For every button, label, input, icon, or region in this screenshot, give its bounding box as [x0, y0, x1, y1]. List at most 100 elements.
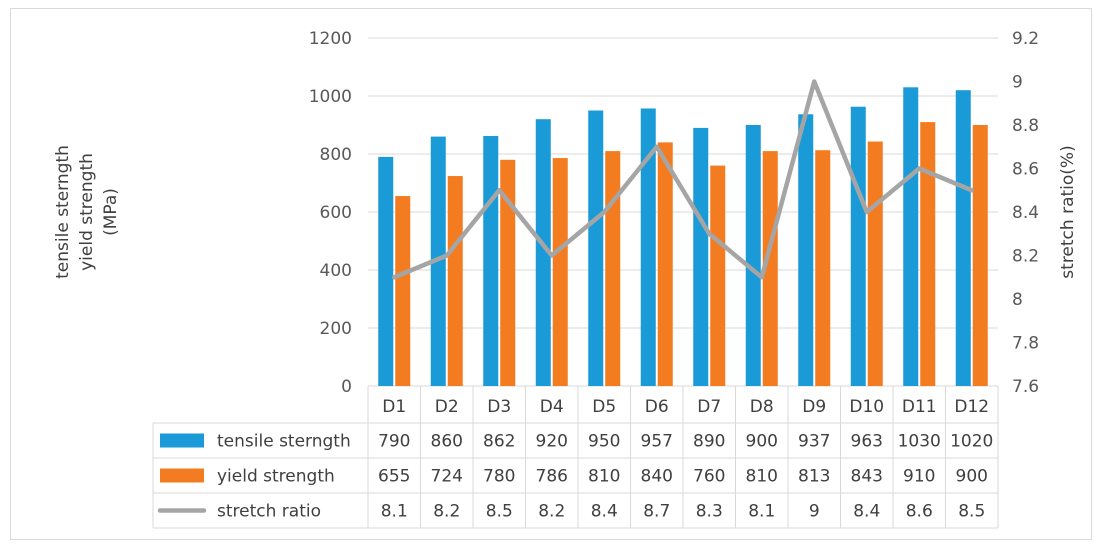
left-tick-label: 400	[320, 261, 352, 281]
tensile-bar	[745, 125, 761, 386]
tensile-bar	[378, 156, 394, 386]
category-label: D10	[849, 397, 884, 417]
table-cell: 1020	[950, 432, 993, 452]
yield-bar	[920, 122, 936, 386]
table-cell: 760	[693, 467, 725, 487]
tensile-bar	[798, 114, 814, 387]
table-cell: 937	[798, 432, 830, 452]
yield-bar	[815, 150, 831, 386]
left-axis-title-line-1: tensile sterngth	[53, 145, 73, 279]
table-cell: 780	[483, 467, 515, 487]
table-cell: 9	[809, 502, 820, 522]
category-label: D11	[902, 397, 937, 417]
tensile-bar	[903, 87, 919, 387]
yield-bar	[500, 159, 516, 386]
right-axis-title: stretch ratio(%)	[1058, 145, 1078, 278]
left-tick-label: 600	[320, 203, 352, 223]
table-cell: 920	[536, 432, 568, 452]
left-axis-title-line-3: (MPa)	[101, 188, 121, 236]
table-cell: 8.7	[643, 502, 670, 522]
table-cell: 890	[693, 432, 725, 452]
category-label: D1	[382, 397, 406, 417]
table-cell: 1030	[898, 432, 941, 452]
legend-label: yield strength	[217, 467, 335, 487]
bars	[378, 87, 988, 387]
left-tick-label: 1000	[309, 87, 352, 107]
table-cell: 810	[746, 467, 778, 487]
right-tick-label: 9	[1012, 73, 1023, 93]
tensile-bar	[955, 90, 971, 386]
tensile-bar	[640, 108, 656, 386]
category-label: D6	[645, 397, 669, 417]
right-axis-ticks: 7.6 7.8 8 8.2 8.4 8.6 8.8 9 9.2	[1012, 29, 1039, 397]
table-cell: 843	[851, 467, 883, 487]
table-cell: 8.2	[538, 502, 565, 522]
table-cell: 900	[746, 432, 778, 452]
left-tick-label: 1200	[309, 29, 352, 49]
right-tick-label: 8.6	[1012, 160, 1039, 180]
table-cell: 724	[431, 467, 463, 487]
category-label: D4	[540, 397, 564, 417]
left-axis-ticks: 0 200 400 600 800 1000 1200	[309, 29, 352, 397]
legend-label: tensile sterngth	[217, 432, 351, 452]
tensile-bar	[693, 127, 709, 387]
tensile-bar	[535, 119, 551, 386]
table-cell: 8.4	[591, 502, 618, 522]
table-cell: 957	[641, 432, 673, 452]
table-cell: 900	[956, 467, 988, 487]
right-tick-label: 9.2	[1012, 29, 1039, 49]
table-cell: 862	[483, 432, 515, 452]
table-cell: 790	[378, 432, 410, 452]
left-tick-label: 0	[341, 377, 352, 397]
stretch-ratio-series-line	[392, 79, 974, 280]
right-tick-label: 8.8	[1012, 116, 1039, 136]
table-cell: 8.5	[486, 502, 513, 522]
table-cell: 813	[798, 467, 830, 487]
category-label: D2	[435, 397, 459, 417]
category-label: D5	[592, 397, 616, 417]
yield-bar	[867, 141, 883, 386]
table-cell: 8.3	[696, 502, 723, 522]
tensile-bar	[850, 106, 866, 386]
table-cell: 860	[431, 432, 463, 452]
yield-bar	[762, 151, 778, 386]
yield-bar	[395, 196, 411, 386]
legend-swatch	[160, 468, 204, 483]
category-label: D8	[750, 397, 774, 417]
yield-bar	[657, 142, 673, 386]
yield-bar	[552, 158, 568, 386]
right-tick-label: 8	[1012, 290, 1023, 310]
stretch-ratio-line	[392, 79, 974, 280]
table-cell: 910	[903, 467, 935, 487]
category-label: D9	[802, 397, 826, 417]
yield-bar	[710, 165, 726, 386]
table-cell: 950	[588, 432, 620, 452]
yield-bar	[605, 151, 621, 386]
yield-bar	[447, 176, 463, 386]
table-cell: 8.2	[433, 502, 460, 522]
table-cell: 655	[378, 467, 410, 487]
legend-label: stretch ratio	[217, 502, 321, 522]
left-tick-label: 800	[320, 145, 352, 165]
tensile-bar	[588, 110, 604, 386]
table-cell: 8.1	[748, 502, 775, 522]
table-cell: 963	[851, 432, 883, 452]
table-cell: 840	[641, 467, 673, 487]
table-cell: 8.4	[853, 502, 880, 522]
yield-bar	[972, 125, 988, 386]
table-cell: 786	[536, 467, 568, 487]
left-tick-label: 200	[320, 319, 352, 339]
right-tick-label: 8.4	[1012, 203, 1039, 223]
table-cell: 8.1	[381, 502, 408, 522]
left-axis-title-line-2: yield strength	[77, 153, 97, 271]
legend-swatch	[160, 433, 204, 448]
tensile-bar	[483, 136, 499, 386]
right-tick-label: 8.2	[1012, 247, 1039, 267]
right-tick-label: 7.6	[1012, 377, 1039, 397]
category-label: D12	[954, 397, 989, 417]
right-tick-label: 7.8	[1012, 334, 1039, 354]
table-cell: 810	[588, 467, 620, 487]
table-cell: 8.5	[958, 502, 985, 522]
left-axis-title: tensile sterngth yield strength (MPa)	[53, 145, 121, 279]
